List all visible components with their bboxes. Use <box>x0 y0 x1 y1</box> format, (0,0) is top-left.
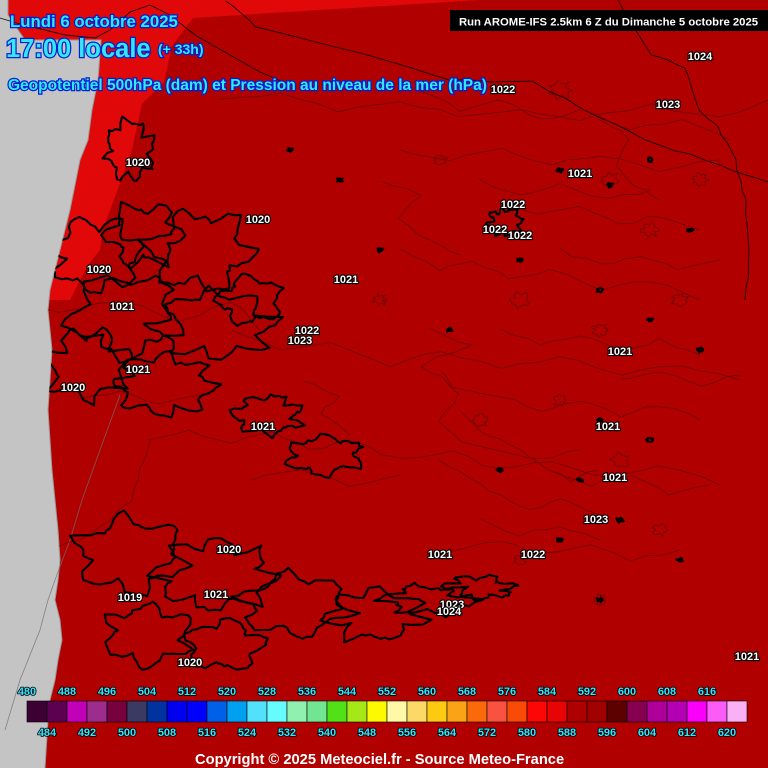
svg-text:1021: 1021 <box>428 549 452 561</box>
svg-text:1021: 1021 <box>596 421 620 433</box>
svg-text:1021: 1021 <box>603 472 627 484</box>
svg-text:532: 532 <box>278 727 296 739</box>
svg-text:556: 556 <box>398 727 416 739</box>
svg-text:1021: 1021 <box>608 346 632 358</box>
svg-text:560: 560 <box>418 686 436 698</box>
svg-text:484: 484 <box>38 727 57 739</box>
svg-text:516: 516 <box>198 727 216 739</box>
svg-text:1020: 1020 <box>61 382 85 394</box>
svg-text:568: 568 <box>458 686 476 698</box>
svg-text:592: 592 <box>578 686 596 698</box>
svg-text:588: 588 <box>558 727 576 739</box>
svg-text:564: 564 <box>438 727 457 739</box>
svg-text:612: 612 <box>678 727 696 739</box>
svg-text:504: 504 <box>138 686 157 698</box>
svg-text:1022: 1022 <box>508 230 532 242</box>
svg-text:1019: 1019 <box>118 592 142 604</box>
svg-text:508: 508 <box>158 727 176 739</box>
svg-text:480: 480 <box>18 686 36 698</box>
svg-text:Geopotentiel 500hPa (dam) et P: Geopotentiel 500hPa (dam) et Pression au… <box>8 77 487 94</box>
svg-text:576: 576 <box>498 686 516 698</box>
svg-text:1023: 1023 <box>656 99 680 111</box>
svg-text:Run AROME-IFS 2.5km 6 Z du Dim: Run AROME-IFS 2.5km 6 Z du Dimanche 5 oc… <box>459 17 758 29</box>
svg-text:548: 548 <box>358 727 376 739</box>
svg-text:1020: 1020 <box>246 214 270 226</box>
svg-text:1021: 1021 <box>568 168 592 180</box>
svg-text:1024: 1024 <box>437 606 462 618</box>
svg-text:1020: 1020 <box>217 544 241 556</box>
svg-text:552: 552 <box>378 686 396 698</box>
svg-text:1020: 1020 <box>87 264 111 276</box>
svg-text:524: 524 <box>238 727 257 739</box>
svg-text:Lundi 6 octobre 2025: Lundi 6 octobre 2025 <box>10 12 178 31</box>
svg-text:1020: 1020 <box>126 157 150 169</box>
svg-text:600: 600 <box>618 686 636 698</box>
svg-text:1022: 1022 <box>521 549 545 561</box>
svg-text:1021: 1021 <box>735 651 759 663</box>
svg-text:544: 544 <box>338 686 357 698</box>
svg-text:1021: 1021 <box>334 274 358 286</box>
svg-text:1021: 1021 <box>110 301 134 313</box>
svg-text:1021: 1021 <box>126 364 150 376</box>
svg-text:1022: 1022 <box>501 199 525 211</box>
svg-text:1023: 1023 <box>584 514 608 526</box>
svg-text:(+ 33h): (+ 33h) <box>158 41 204 57</box>
svg-text:596: 596 <box>598 727 616 739</box>
svg-text:1024: 1024 <box>688 51 713 63</box>
svg-text:616: 616 <box>698 686 716 698</box>
svg-text:1021: 1021 <box>204 589 228 601</box>
svg-text:536: 536 <box>298 686 316 698</box>
svg-text:520: 520 <box>218 686 236 698</box>
svg-text:620: 620 <box>718 727 736 739</box>
svg-text:1020: 1020 <box>178 657 202 669</box>
svg-text:512: 512 <box>178 686 196 698</box>
svg-text:540: 540 <box>318 727 336 739</box>
svg-text:528: 528 <box>258 686 276 698</box>
svg-text:Copyright © 2025 Meteociel.fr: Copyright © 2025 Meteociel.fr - Source M… <box>195 752 564 768</box>
svg-text:604: 604 <box>638 727 657 739</box>
svg-text:580: 580 <box>518 727 536 739</box>
svg-text:572: 572 <box>478 727 496 739</box>
svg-text:496: 496 <box>98 686 116 698</box>
svg-text:492: 492 <box>78 727 96 739</box>
svg-text:1021: 1021 <box>251 421 275 433</box>
svg-text:1023: 1023 <box>288 335 312 347</box>
svg-text:1022: 1022 <box>483 224 507 236</box>
svg-text:584: 584 <box>538 686 557 698</box>
svg-text:17:00 locale: 17:00 locale <box>6 35 151 63</box>
svg-text:608: 608 <box>658 686 676 698</box>
svg-text:1022: 1022 <box>491 84 515 96</box>
svg-text:500: 500 <box>118 727 136 739</box>
svg-text:488: 488 <box>58 686 76 698</box>
